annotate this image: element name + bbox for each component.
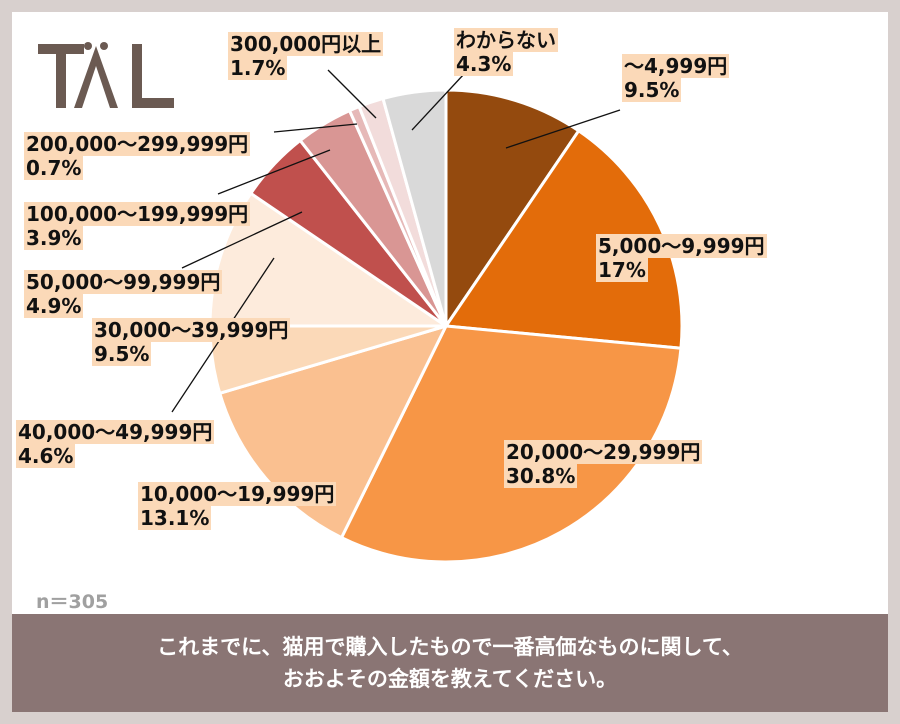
slice-value-label: 3.9% [24, 226, 84, 250]
slice-category-label: 40,000～49,999円 [16, 420, 215, 444]
slice-value-label: 9.5% [92, 342, 152, 366]
leader-line [327, 69, 377, 119]
leader-line [505, 109, 621, 149]
slice-label: 200,000～299,999円 0.7% [24, 132, 251, 180]
slice-category-label: 30,000～39,999円 [92, 318, 291, 342]
pie-slice [381, 88, 448, 327]
leader-line [181, 211, 303, 269]
slice-category-label: わからない [454, 28, 558, 52]
leader-line [217, 149, 331, 195]
slice-category-label: 100,000～199,999円 [24, 202, 251, 226]
slice-label: 300,000円以上 1.7% [228, 32, 384, 80]
leader-line [411, 73, 465, 131]
slice-label: わからない 4.3% [454, 28, 558, 76]
slice-label: 20,000～29,999円 30.8% [504, 440, 703, 488]
leader-line [273, 123, 358, 133]
slice-category-label: 200,000～299,999円 [24, 132, 251, 156]
slice-value-label: 30.8% [504, 464, 578, 488]
slice-value-label: 17% [596, 258, 648, 282]
slice-category-label: 300,000円以上 [228, 32, 384, 56]
slice-category-label: ～4,999円 [622, 54, 730, 78]
slice-value-label: 9.5% [622, 78, 682, 102]
slice-label: 30,000～39,999円 9.5% [92, 318, 291, 366]
slice-label: 100,000～199,999円 3.9% [24, 202, 251, 250]
sample-size: n＝305 [36, 591, 109, 613]
slice-label: ～4,999円 9.5% [622, 54, 730, 102]
tal-logo [38, 42, 174, 108]
slice-label: 5,000～9,999円 17% [596, 234, 767, 282]
slice-label: 50,000～99,999円 4.9% [24, 270, 223, 318]
slice-value-label: 0.7% [24, 156, 84, 180]
question-line-1: これまでに、猫用で購入したもので一番高価なものに関して、 [157, 635, 743, 659]
pie-slice [443, 128, 684, 350]
question-line-2: おおよその金額を教えてください。 [282, 667, 618, 691]
slice-category-label: 50,000～99,999円 [24, 270, 223, 294]
slice-value-label: 13.1% [138, 506, 212, 530]
question-bar: これまでに、猫用で購入したもので一番高価なものに関して、 おおよその金額を教えて… [12, 614, 888, 712]
slice-category-label: 10,000～19,999円 [138, 482, 337, 506]
slice-label: 10,000～19,999円 13.1% [138, 482, 337, 530]
slice-category-label: 5,000～9,999円 [596, 234, 767, 258]
slice-label: 40,000～49,999円 4.6% [16, 420, 215, 468]
slice-category-label: 20,000～29,999円 [504, 440, 703, 464]
slice-value-label: 1.7% [228, 56, 288, 80]
slice-value-label: 4.9% [24, 294, 84, 318]
chart-frame: ～4,999円 9.5% 5,000～9,999円 17% 20,000～29,999円… [12, 12, 888, 712]
slice-value-label: 4.6% [16, 444, 76, 468]
slice-value-label: 4.3% [454, 52, 514, 76]
